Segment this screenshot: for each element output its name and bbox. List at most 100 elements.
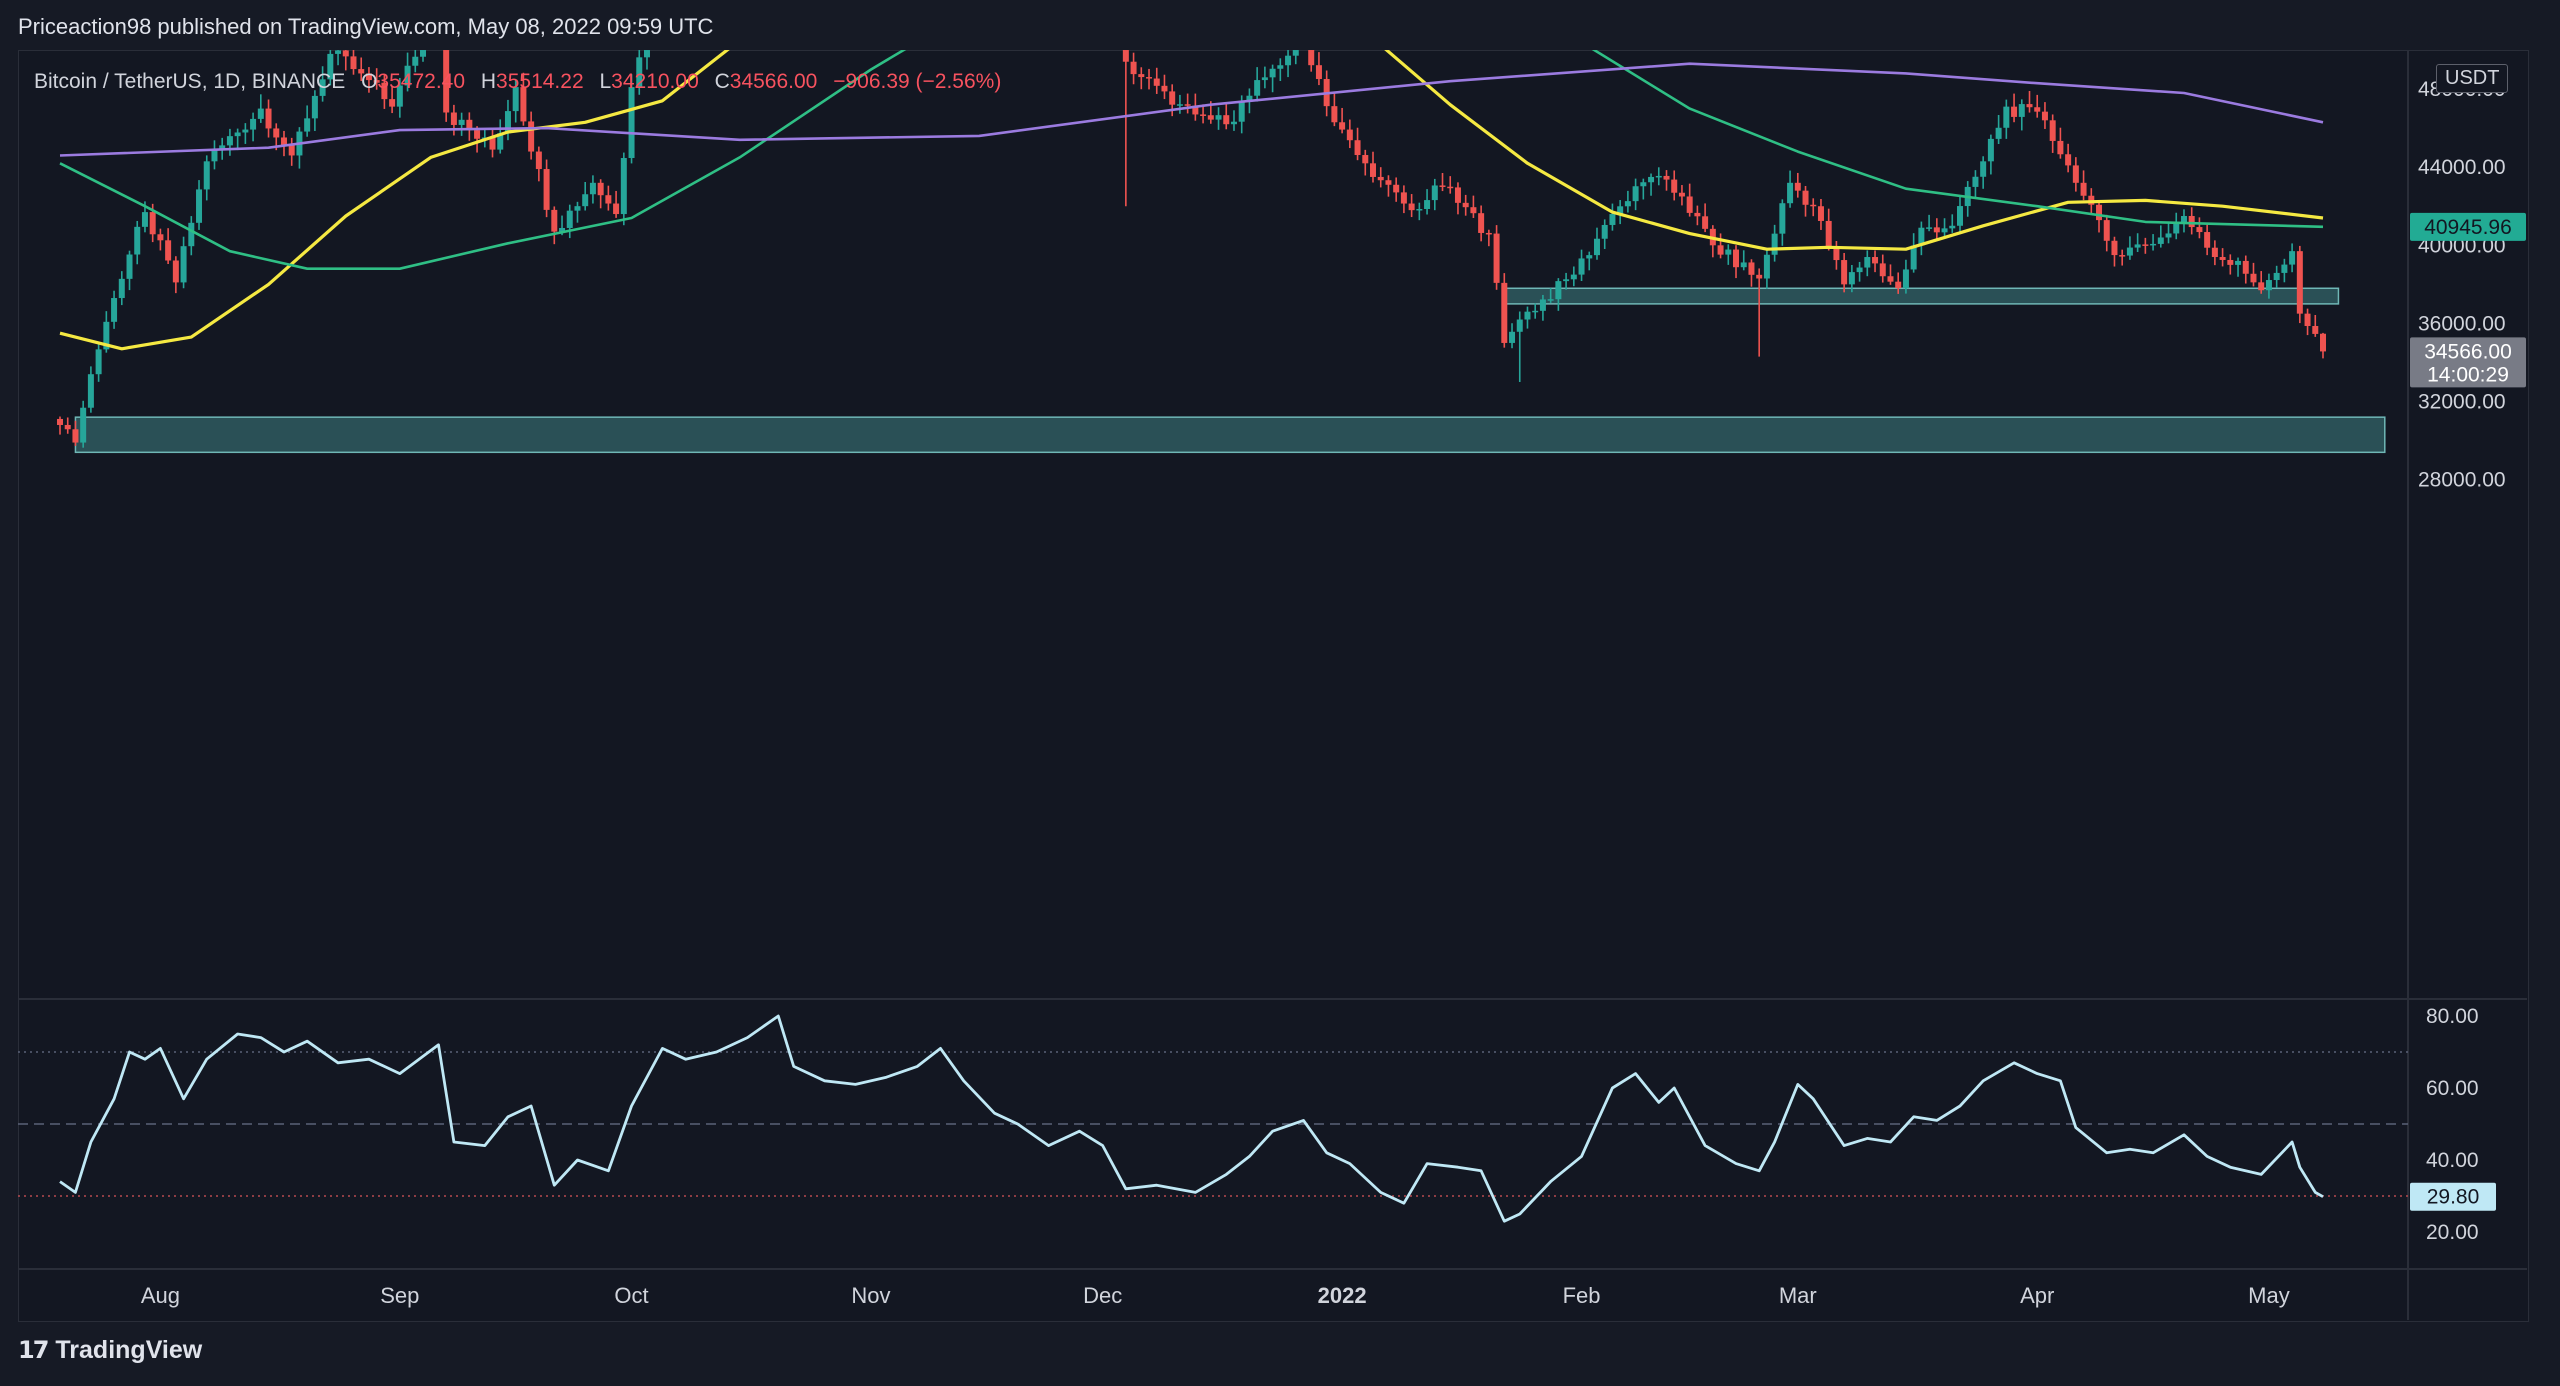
time-tick-label: Nov — [851, 1283, 890, 1308]
low-value: 34210.00 — [611, 70, 699, 93]
candle-body — [2289, 251, 2296, 265]
candle-body — [1493, 233, 1500, 283]
candle-body — [1447, 186, 1454, 189]
candle-body — [1578, 258, 1585, 275]
candle-body — [1702, 216, 1709, 229]
candle-body — [1601, 224, 1608, 239]
moving-average-line — [59, 50, 2324, 270]
rsi-value-text: 29.80 — [2427, 1186, 2480, 1209]
candle-body — [149, 212, 156, 235]
price-pane[interactable]: 28000.0032000.0036000.0040000.0044000.00… — [18, 50, 2527, 1320]
candle-body — [2157, 237, 2164, 244]
candle-body — [1277, 65, 1284, 69]
candle-body — [404, 65, 411, 86]
candle-body — [1555, 281, 1562, 300]
support-zone — [1503, 287, 2340, 305]
time-tick-label: Mar — [1779, 1283, 1817, 1308]
candle-body — [1169, 91, 1176, 105]
candle-body — [1810, 204, 1817, 207]
candle-body — [2150, 243, 2157, 246]
candle-body — [2034, 107, 2041, 112]
change-value: −906.39 (−2.56%) — [833, 70, 1002, 93]
support-zone — [74, 416, 2386, 454]
candle-body — [381, 82, 388, 100]
candle-body — [1215, 115, 1222, 120]
candle-body — [1524, 311, 1531, 320]
candle-body — [396, 85, 403, 107]
candle-body — [358, 69, 365, 74]
candle-body — [1740, 262, 1747, 268]
candle-body — [2235, 260, 2242, 265]
candle-body — [1787, 182, 1794, 204]
candle-body — [1933, 227, 1940, 233]
candle-body — [1400, 192, 1407, 204]
candle-body — [1478, 213, 1485, 233]
candle-body — [2080, 182, 2087, 196]
candle-body — [1462, 202, 1469, 208]
candle-body — [520, 87, 527, 122]
candle-body — [2312, 326, 2319, 334]
candle-body — [2165, 233, 2172, 238]
candle-body — [589, 182, 596, 195]
candle-body — [1895, 281, 1902, 289]
candle-body — [1825, 220, 1832, 247]
candle-body — [2126, 247, 2133, 256]
candle-body — [1470, 207, 1477, 214]
candle-body — [1686, 196, 1693, 213]
candle-body — [2041, 111, 2048, 121]
candle-body — [1678, 192, 1685, 197]
symbol-name: Bitcoin / TetherUS, 1D, BINANCE — [34, 70, 346, 93]
candle-body — [180, 246, 187, 283]
candle-body — [1501, 282, 1508, 343]
open-label: O — [361, 70, 378, 93]
candle-body — [2111, 240, 2118, 256]
rsi-tick-label: 20.00 — [2426, 1221, 2479, 1244]
time-tick-label: 2022 — [1318, 1283, 1367, 1308]
candle-body — [1848, 272, 1855, 285]
candle-body — [1663, 175, 1670, 180]
countdown-label-text: 14:00:29 — [2427, 363, 2509, 386]
chart-canvas[interactable]: 28000.0032000.0036000.0040000.0044000.00… — [18, 50, 2527, 1320]
candle-body — [420, 50, 427, 57]
candle-body — [1779, 203, 1786, 234]
candle-body — [1424, 200, 1431, 210]
candle-body — [1416, 209, 1423, 211]
currency-unit-button[interactable]: USDT — [2436, 64, 2509, 93]
candle-body — [2003, 106, 2010, 128]
candle-body — [1833, 246, 1840, 261]
candle-body — [1887, 276, 1894, 282]
candle-body — [1192, 105, 1199, 115]
rsi-tick-label: 80.00 — [2426, 1005, 2479, 1028]
rsi-pane[interactable]: 20.00 40.00 60.00 80.00 29.80 — [18, 1005, 2496, 1244]
tradingview-brand: TradingView — [55, 1336, 203, 1364]
candle-body — [1879, 263, 1886, 277]
tradingview-logo[interactable]: 𝟭𝟳 TradingView — [18, 1336, 202, 1365]
candle-body — [2281, 264, 2288, 273]
candle-body — [2103, 220, 2110, 241]
candle-body — [1856, 267, 1863, 273]
candle-body — [489, 137, 496, 150]
candle-body — [111, 298, 118, 322]
candle-body — [1308, 50, 1315, 66]
candle-body — [504, 111, 511, 134]
time-tick-label: Dec — [1083, 1283, 1122, 1308]
candle-body — [1315, 65, 1322, 80]
candle-body — [2258, 282, 2265, 291]
high-value: 35514.22 — [496, 70, 584, 93]
candle-body — [2188, 216, 2195, 228]
candle-body — [474, 130, 481, 139]
candle-body — [643, 50, 650, 58]
candle-body — [265, 108, 272, 129]
candle-body — [1269, 68, 1276, 78]
price-label-text: 34566.00 — [2424, 340, 2512, 363]
candle-body — [1995, 127, 2002, 139]
candle-body — [157, 234, 164, 241]
candle-body — [87, 374, 94, 408]
candle-body — [628, 87, 635, 159]
candle-body — [2134, 244, 2141, 248]
candle-body — [280, 137, 287, 146]
candle-body — [2180, 216, 2187, 223]
candle-body — [1184, 104, 1191, 106]
candle-body — [1841, 260, 1848, 285]
candle-body — [1748, 262, 1755, 275]
